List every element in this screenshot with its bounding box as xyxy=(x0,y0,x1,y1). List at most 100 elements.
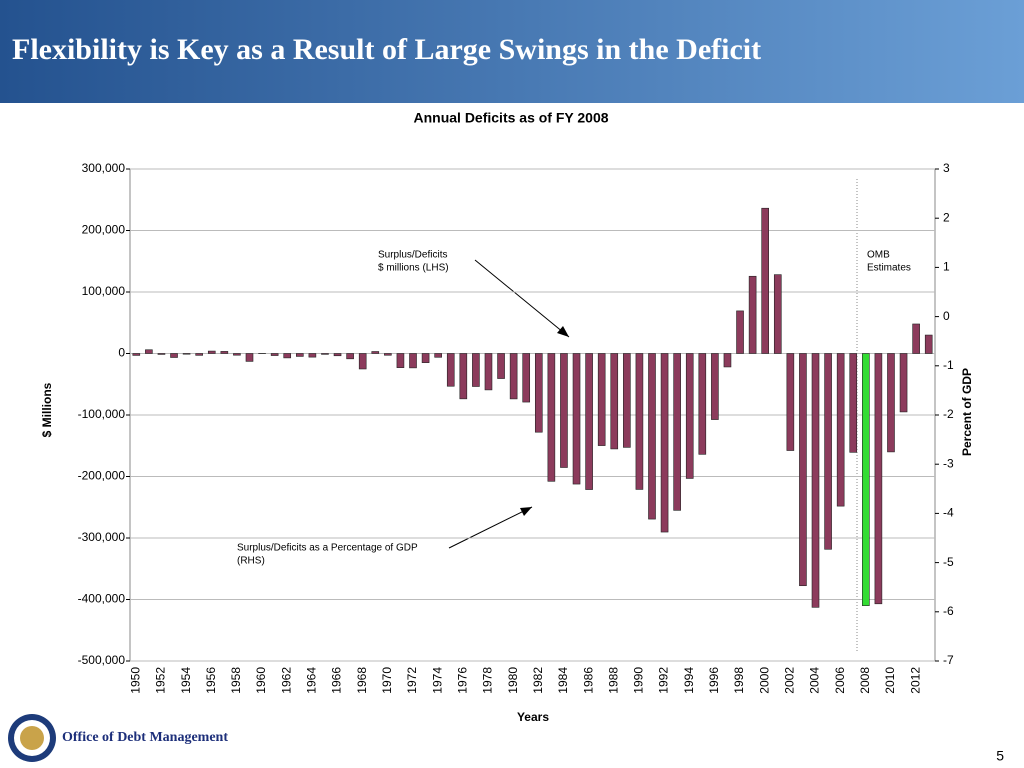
bar xyxy=(547,353,556,482)
y2-tick-label: -1 xyxy=(943,358,954,372)
bar xyxy=(648,353,656,520)
chart-title: Annual Deficits as of FY 2008 xyxy=(413,110,608,126)
x-tick-label: 1984 xyxy=(556,667,570,694)
bar xyxy=(799,353,807,587)
x-tick-label: 2008 xyxy=(858,667,872,694)
bar xyxy=(698,353,707,455)
x-tick-label: 1990 xyxy=(632,667,646,694)
bar xyxy=(358,353,367,370)
bar xyxy=(673,353,681,511)
bar xyxy=(773,274,782,354)
arrow xyxy=(448,506,533,549)
bar xyxy=(560,353,568,468)
x-tick-label: 1998 xyxy=(732,667,746,694)
bar xyxy=(572,353,581,485)
bar xyxy=(849,353,858,453)
slide-title: Flexibility is Key as a Result of Large … xyxy=(12,33,761,66)
y2-tick-label: -4 xyxy=(943,506,954,520)
bar xyxy=(233,353,241,356)
bar xyxy=(157,353,166,355)
bar xyxy=(409,353,417,369)
bar xyxy=(685,353,694,479)
bar xyxy=(748,275,757,354)
bar xyxy=(220,351,229,354)
y2-tick-label: 0 xyxy=(943,309,950,323)
annotation: Estimates xyxy=(867,263,911,274)
y-tick-label: -400,000 xyxy=(78,592,126,606)
bar xyxy=(296,353,304,357)
x-axis-title: Years xyxy=(517,710,549,724)
footer-text: Office of Debt Management xyxy=(62,730,228,745)
bar xyxy=(924,334,933,354)
bar xyxy=(585,353,593,490)
bar xyxy=(384,353,392,356)
arrow-head xyxy=(520,507,532,516)
bar xyxy=(736,310,744,354)
bar xyxy=(635,353,644,490)
y-tick-label: -300,000 xyxy=(78,530,126,544)
x-tick-label: 1958 xyxy=(229,667,243,694)
y2-tick-label: -6 xyxy=(943,604,954,618)
bar xyxy=(811,353,820,608)
x-tick-label: 2004 xyxy=(808,667,822,694)
x-tick-label: 1964 xyxy=(305,667,319,694)
bar xyxy=(597,353,606,446)
bar xyxy=(434,353,442,358)
bar xyxy=(534,353,543,433)
bar xyxy=(308,353,317,358)
x-tick-label: 1980 xyxy=(506,667,520,694)
y-tick-label: -200,000 xyxy=(78,469,126,483)
bar xyxy=(446,353,455,387)
bar xyxy=(421,353,430,363)
y2-tick-label: -7 xyxy=(943,653,954,667)
bar xyxy=(786,353,795,451)
bar xyxy=(270,353,279,356)
arrow xyxy=(474,259,570,338)
bar xyxy=(660,353,669,533)
bar xyxy=(132,353,141,356)
bar xyxy=(207,350,216,354)
bar xyxy=(472,353,480,387)
bar xyxy=(522,353,531,403)
bar xyxy=(899,353,908,413)
y-tick-label: -100,000 xyxy=(78,407,126,421)
x-tick-label: 1982 xyxy=(531,667,545,694)
y2-tick-label: -3 xyxy=(943,456,954,470)
y2-tick-label: -5 xyxy=(943,555,954,569)
annotation: (RHS) xyxy=(237,556,265,567)
annotation: OMB xyxy=(867,250,890,261)
page-number: 5 xyxy=(996,748,1004,764)
bar xyxy=(509,353,518,400)
bar xyxy=(195,353,203,356)
bar xyxy=(497,353,505,379)
x-tick-label: 2000 xyxy=(757,667,771,694)
x-tick-label: 1972 xyxy=(405,667,419,694)
bar xyxy=(623,353,631,448)
y-tick-label: 0 xyxy=(118,346,125,360)
x-tick-label: 2006 xyxy=(833,667,847,694)
bar xyxy=(862,353,870,606)
x-tick-label: 2002 xyxy=(783,667,797,694)
bar xyxy=(396,353,405,368)
bar xyxy=(723,353,732,368)
x-tick-label: 1952 xyxy=(154,667,168,694)
bar xyxy=(484,353,493,391)
x-tick-label: 1968 xyxy=(355,667,369,694)
x-tick-label: 1950 xyxy=(128,667,142,694)
x-tick-label: 1994 xyxy=(682,667,696,694)
x-tick-label: 1974 xyxy=(430,667,444,694)
y2-tick-label: 3 xyxy=(943,161,950,175)
bar xyxy=(346,353,354,360)
x-tick-label: 1988 xyxy=(606,667,620,694)
bar xyxy=(459,353,468,400)
x-tick-label: 1970 xyxy=(380,667,394,694)
bar xyxy=(170,353,178,358)
bar xyxy=(371,351,380,354)
arrow-head xyxy=(557,326,569,337)
bar xyxy=(283,353,292,359)
bar xyxy=(887,353,895,453)
bar xyxy=(610,353,619,450)
header-band xyxy=(0,0,1024,103)
y2-axis-title: Percent of GDP xyxy=(960,368,974,456)
